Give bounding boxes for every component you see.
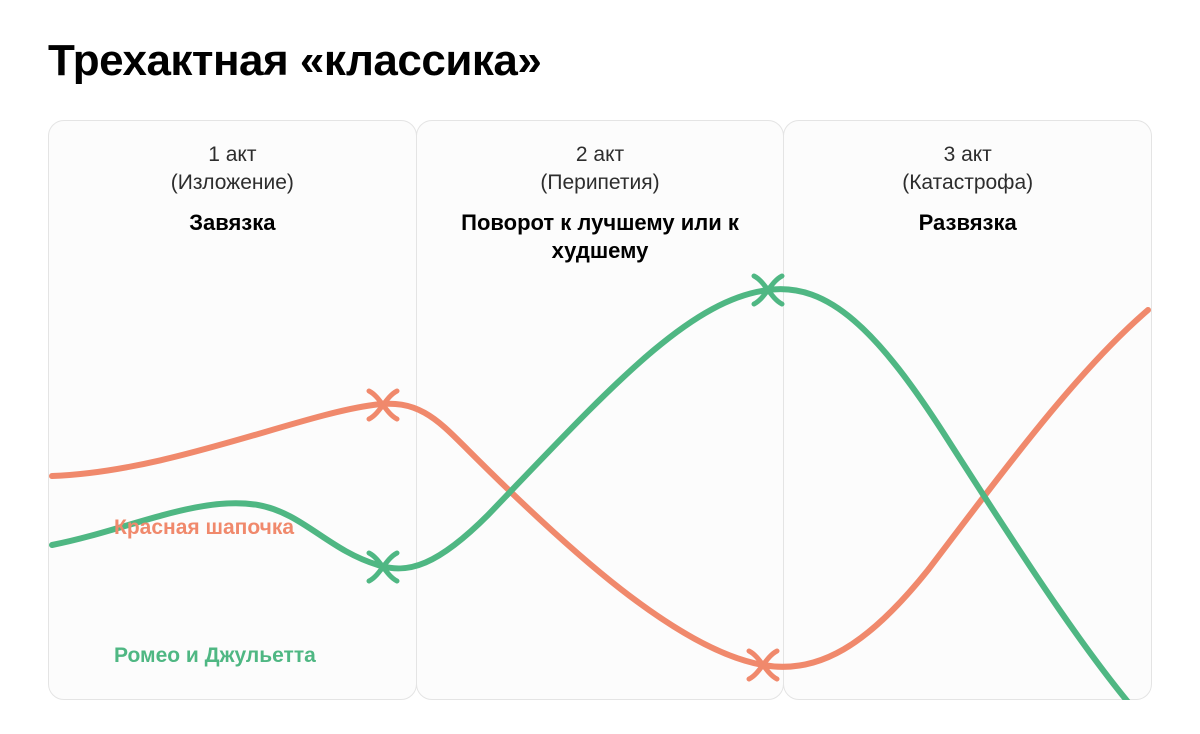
act-3-num: 3 акт <box>784 143 1151 167</box>
act-1-bold: Завязка <box>49 209 416 237</box>
series-label-red-riding-hood: Красная шапочка <box>114 516 294 540</box>
act-panel-2: 2 акт (Перипетия) Поворот к лучшему или … <box>416 120 785 700</box>
act-panel-3: 3 акт (Катастрофа) Развязка <box>783 120 1152 700</box>
page-title: Трехактная «классика» <box>48 36 541 86</box>
act-2-num: 2 акт <box>417 143 784 167</box>
act-1-sub: (Изложение) <box>49 171 416 195</box>
act-3-bold: Развязка <box>784 209 1151 237</box>
act-2-sub: (Перипетия) <box>417 171 784 195</box>
act-2-bold: Поворот к лучшему или к худшему <box>417 209 784 264</box>
act-3-sub: (Катастрофа) <box>784 171 1151 195</box>
series-label-romeo-juliet: Ромео и Джульетта <box>114 644 316 668</box>
act-1-num: 1 акт <box>49 143 416 167</box>
diagram-page: Трехактная «классика» 1 акт (Изложение) … <box>0 0 1200 734</box>
act-panel-1: 1 акт (Изложение) Завязка <box>48 120 417 700</box>
acts-panels: 1 акт (Изложение) Завязка 2 акт (Перипет… <box>48 120 1152 700</box>
